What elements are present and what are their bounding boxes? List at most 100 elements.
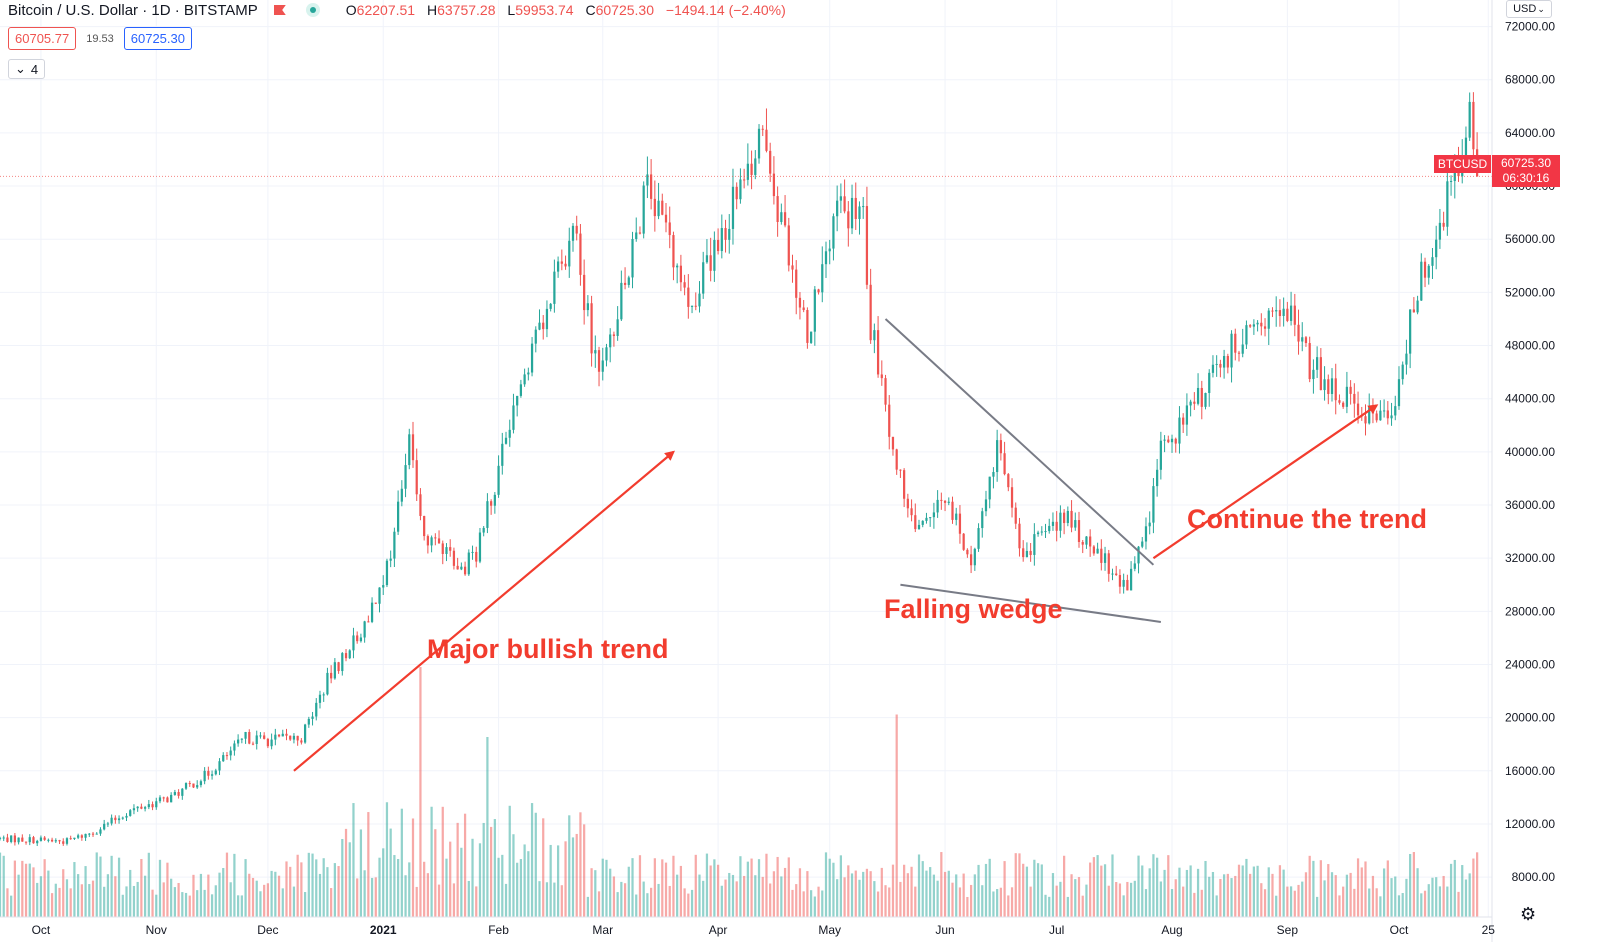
candle-body — [13, 835, 16, 843]
candle-body — [177, 792, 180, 796]
volume-bar — [285, 861, 288, 917]
volume-bar — [523, 844, 526, 917]
candle-body — [594, 350, 597, 354]
candle-body — [1189, 401, 1192, 406]
candle-body — [1156, 469, 1159, 487]
drawings-layer — [293, 318, 1379, 772]
candle-body — [545, 308, 549, 330]
volume-bar — [274, 871, 277, 917]
volume-bar — [322, 858, 325, 917]
volume-bar — [761, 876, 764, 917]
volume-bar — [114, 876, 117, 917]
indicators-toggle[interactable]: ⌄ 4 — [8, 59, 46, 79]
volume-bar — [694, 854, 697, 917]
price-tick-label: 8000.00 — [1512, 870, 1556, 884]
candle-body — [921, 520, 924, 525]
volume-bar — [1111, 854, 1114, 917]
volume-bar — [716, 864, 720, 917]
volume-bar — [1107, 885, 1110, 917]
volume-bar — [638, 855, 642, 917]
volume-bar — [207, 874, 210, 917]
candle-body — [702, 262, 705, 294]
currency-button[interactable]: USD ⌄ — [1506, 0, 1552, 18]
wedge-trendline — [884, 318, 1155, 566]
symbol-title[interactable]: Bitcoin / U.S. Dollar · 1D · BITSTAMP — [8, 1, 258, 19]
candle-body — [1200, 387, 1203, 407]
time-tick-label: Oct — [32, 923, 51, 937]
volume-bar — [1156, 857, 1159, 917]
candle-body — [1211, 364, 1215, 373]
volume-bar — [1118, 883, 1122, 917]
volume-bar — [132, 885, 136, 917]
volume-bar — [47, 870, 50, 917]
volume-bar — [1040, 864, 1043, 917]
volume-bar — [400, 808, 403, 917]
volume-bar — [921, 861, 924, 917]
volume-bar — [240, 895, 243, 917]
volume-bar — [750, 858, 753, 917]
candle-body — [806, 310, 809, 343]
volume-bar — [385, 802, 389, 917]
volume-bar — [106, 874, 110, 917]
buy-button[interactable]: 60725.30 — [123, 27, 192, 50]
volume-bar — [255, 880, 258, 917]
flag-icon[interactable] — [273, 5, 286, 15]
volume-bar — [6, 888, 9, 917]
volume-bar — [222, 868, 225, 917]
candle-body — [1118, 575, 1122, 587]
candle-body — [798, 297, 802, 308]
candle-body — [809, 331, 813, 343]
volume-bar — [1148, 868, 1151, 917]
candle-body — [1100, 548, 1103, 563]
volume-bar — [352, 803, 355, 917]
volume-bar — [1070, 874, 1073, 917]
candle-body — [460, 566, 463, 570]
gear-icon[interactable]: ⚙ — [1520, 904, 1537, 924]
volume-bar — [155, 894, 158, 917]
sell-button[interactable]: 60705.77 — [8, 27, 77, 50]
candle-body — [858, 206, 861, 219]
ohlc-values: O62207.51 H63757.28 L59953.74 C60725.30 … — [345, 2, 786, 18]
candle-body — [88, 833, 91, 835]
candle-body — [404, 465, 407, 489]
candle-body — [333, 662, 336, 679]
candle-body — [296, 735, 299, 741]
candle-body — [996, 440, 999, 473]
volume-bar — [158, 859, 162, 917]
time-tick-label: Jun — [935, 923, 954, 937]
candle-body — [307, 718, 310, 725]
volume-bar — [1375, 888, 1378, 917]
candle-body — [1323, 379, 1326, 391]
volume-bar — [679, 865, 683, 917]
volume-bar — [263, 884, 266, 917]
candle-body — [1442, 222, 1445, 227]
candle-body — [1301, 337, 1304, 342]
volume-bar — [783, 867, 787, 917]
candle-body — [1196, 387, 1200, 404]
candle-body — [542, 322, 545, 330]
volume-bar — [307, 852, 310, 917]
candle-body — [367, 621, 370, 623]
volume-bar — [1025, 866, 1029, 917]
volume-bar — [664, 862, 668, 917]
candle-body — [575, 225, 578, 234]
volume-bar — [1051, 873, 1055, 917]
volume-bar — [143, 875, 147, 917]
volume-bar — [1356, 858, 1360, 917]
volume-bar — [1382, 868, 1386, 917]
volume-bar — [39, 876, 43, 917]
candle-body — [1092, 546, 1096, 554]
volume-bar — [1464, 879, 1468, 917]
volume-bar — [1010, 887, 1014, 917]
volume-bar — [891, 864, 895, 917]
volume-bar — [277, 875, 281, 917]
time-tick-label: Dec — [257, 923, 278, 937]
volume-bar — [140, 858, 143, 917]
candle-body — [519, 384, 523, 396]
volume-bar — [1044, 894, 1047, 917]
price-tick-label: 64000.00 — [1505, 126, 1555, 140]
volume-bars — [0, 667, 1479, 917]
candle-body — [1204, 393, 1207, 407]
price-tick-label: 32000.00 — [1505, 551, 1555, 565]
